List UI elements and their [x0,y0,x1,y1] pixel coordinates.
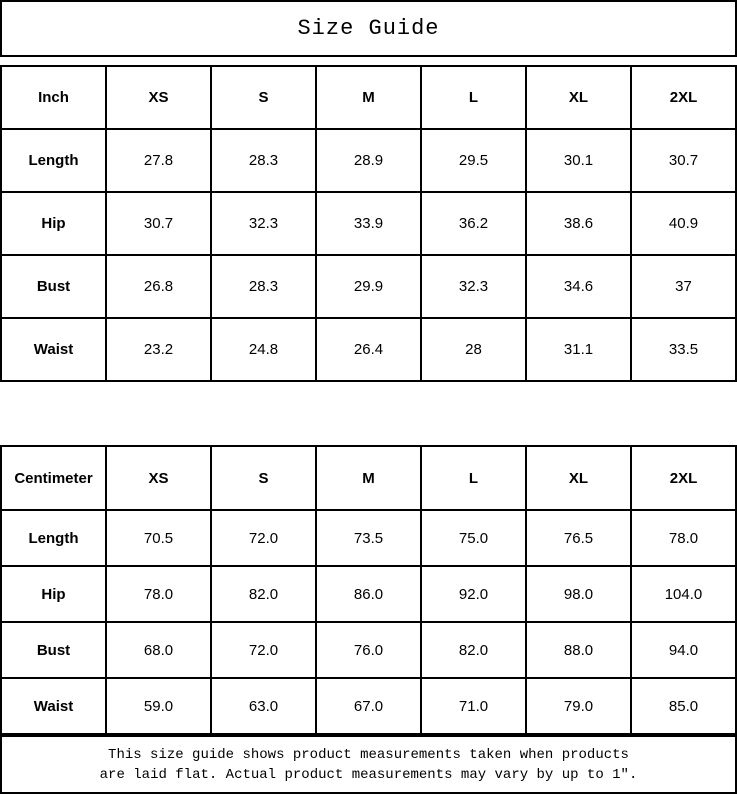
size-value: 85.0 [630,677,737,735]
size-value: 23.2 [105,317,212,382]
size-value: 26.4 [315,317,422,382]
title-table-gap [0,57,737,65]
size-value: 40.9 [630,191,737,256]
size-value: 30.7 [105,191,212,256]
size-value: 76.0 [315,621,422,679]
size-value: 33.5 [630,317,737,382]
size-value: 30.1 [525,128,632,193]
footer-line-1: This size guide shows product measuremen… [108,746,629,763]
centimeter-size-table: Centimeter XS S M L XL 2XL Length 70.5 72.0 73.5 75… [0,445,737,735]
size-value: 82.0 [210,565,317,623]
size-value: 104.0 [630,565,737,623]
column-header-l: L [420,445,527,511]
row-label-hip: Hip [0,191,107,256]
size-value: 31.1 [525,317,632,382]
size-value: 67.0 [315,677,422,735]
unit-label-inch: Inch [0,65,107,130]
size-value: 78.0 [105,565,212,623]
size-value: 72.0 [210,621,317,679]
footer-line-2: are laid flat. Actual product measuremen… [99,766,638,783]
size-value: 37 [630,254,737,319]
column-header-s: S [210,65,317,130]
row-label-length: Length [0,509,107,567]
column-header-l: L [420,65,527,130]
size-value: 34.6 [525,254,632,319]
size-value: 36.2 [420,191,527,256]
size-value: 59.0 [105,677,212,735]
size-value: 86.0 [315,565,422,623]
table-row-hip: Hip 78.0 82.0 86.0 92.0 98.0 104.0 [0,565,737,623]
row-label-hip: Hip [0,565,107,623]
column-header-2xl: 2XL [630,65,737,130]
row-label-length: Length [0,128,107,193]
size-value: 28.3 [210,128,317,193]
size-value: 29.5 [420,128,527,193]
row-label-waist: Waist [0,317,107,382]
column-header-xs: XS [105,445,212,511]
size-value: 30.7 [630,128,737,193]
size-value: 27.8 [105,128,212,193]
unit-label-centimeter: Centimeter [0,445,107,511]
size-value: 94.0 [630,621,737,679]
column-header-m: M [315,65,422,130]
row-label-bust: Bust [0,254,107,319]
size-value: 88.0 [525,621,632,679]
size-value: 76.5 [525,509,632,567]
size-value: 70.5 [105,509,212,567]
title-box: Size Guide [0,0,737,57]
table-row-length: Length 27.8 28.3 28.9 29.5 30.1 30.7 [0,128,737,193]
size-value: 71.0 [420,677,527,735]
header-row: Inch XS S M L XL 2XL [0,65,737,130]
column-header-2xl: 2XL [630,445,737,511]
size-value: 79.0 [525,677,632,735]
size-value: 72.0 [210,509,317,567]
column-header-xl: XL [525,65,632,130]
table-row-bust: Bust 68.0 72.0 76.0 82.0 88.0 94.0 [0,621,737,679]
column-header-xs: XS [105,65,212,130]
size-value: 98.0 [525,565,632,623]
size-value: 24.8 [210,317,317,382]
inch-size-table: Inch XS S M L XL 2XL Length 27.8 28.3 28.9 29.5 30.1… [0,65,737,382]
column-header-s: S [210,445,317,511]
row-label-waist: Waist [0,677,107,735]
table-row-waist: Waist 23.2 24.8 26.4 28 31.1 33.5 [0,317,737,382]
size-value: 26.8 [105,254,212,319]
size-value: 68.0 [105,621,212,679]
size-value: 78.0 [630,509,737,567]
page-title: Size Guide [297,16,440,41]
column-header-m: M [315,445,422,511]
size-value: 82.0 [420,621,527,679]
table-row-hip: Hip 30.7 32.3 33.9 36.2 38.6 40.9 [0,191,737,256]
table-row-length: Length 70.5 72.0 73.5 75.0 76.5 78.0 [0,509,737,567]
size-value: 32.3 [420,254,527,319]
row-label-bust: Bust [0,621,107,679]
size-value: 28.9 [315,128,422,193]
size-value: 28.3 [210,254,317,319]
table-row-waist: Waist 59.0 63.0 67.0 71.0 79.0 85.0 [0,677,737,735]
between-tables-gap [0,382,737,445]
header-row: Centimeter XS S M L XL 2XL [0,445,737,511]
table-row-bust: Bust 26.8 28.3 29.9 32.3 34.6 37 [0,254,737,319]
footer-note: This size guide shows product measuremen… [0,735,737,794]
column-header-xl: XL [525,445,632,511]
size-value: 63.0 [210,677,317,735]
size-value: 29.9 [315,254,422,319]
size-value: 73.5 [315,509,422,567]
size-value: 38.6 [525,191,632,256]
size-value: 92.0 [420,565,527,623]
size-value: 75.0 [420,509,527,567]
size-value: 28 [420,317,527,382]
size-value: 32.3 [210,191,317,256]
size-value: 33.9 [315,191,422,256]
